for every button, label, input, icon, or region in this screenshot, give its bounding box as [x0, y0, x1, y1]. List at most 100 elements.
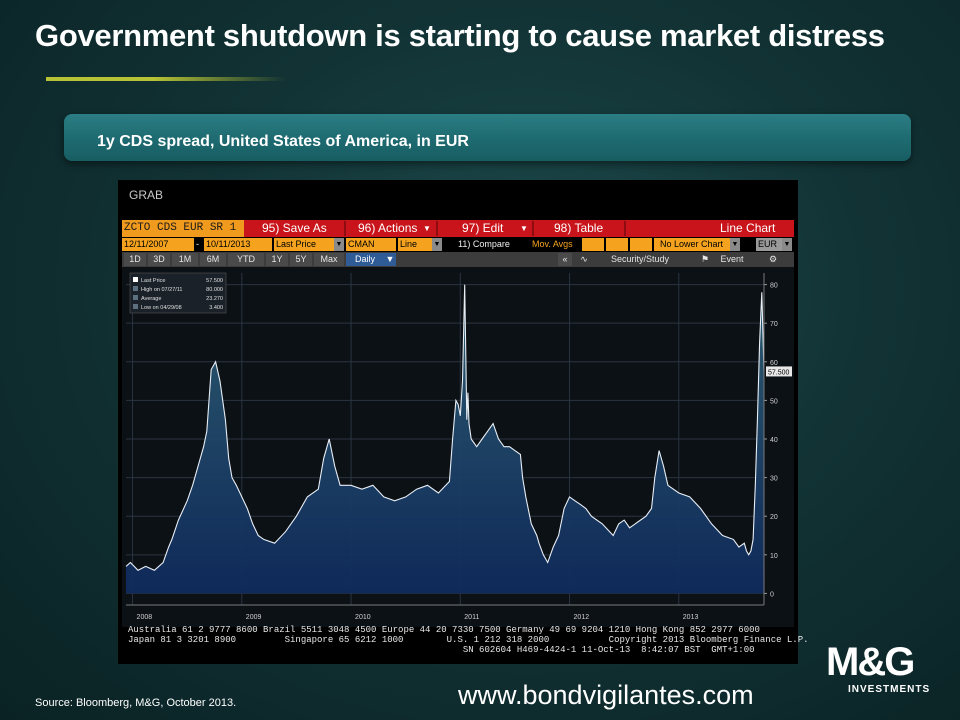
footer-line: Japan 81 3 3201 8900 Singapore 65 6212 1…	[128, 635, 809, 645]
logo-subtext: INVESTMENTS	[848, 684, 931, 695]
x-tick-label: 2013	[683, 614, 699, 621]
date-dash: -	[196, 239, 199, 249]
style-dropdown-icon[interactable]: ▼	[432, 238, 442, 251]
legend-value: 80.000	[206, 287, 223, 293]
x-tick-label: 2011	[464, 614, 479, 621]
x-tick-label: 2010	[355, 614, 371, 621]
y-tick-label: 70	[770, 321, 778, 328]
footer-line: SN 602604 H469-4424-1 11-Oct-13 8:42:07 …	[128, 645, 755, 655]
footer-line: Australia 61 2 9777 8600 Brazil 5511 304…	[128, 625, 760, 635]
x-tick-label: 2012	[574, 614, 590, 621]
menu-separator	[436, 221, 438, 236]
study-chart-icon: ∿	[580, 254, 588, 264]
lower-chart-dropdown-icon[interactable]: ▼	[730, 238, 740, 251]
actions-menu[interactable]: 96) Actions	[358, 221, 418, 235]
menu-separator	[532, 221, 534, 236]
period-6m[interactable]: 6M	[200, 253, 226, 266]
grab-label: GRAB	[129, 188, 164, 202]
y-tick-label: 50	[770, 398, 778, 405]
subtitle-banner: 1y CDS spread, United States of America,…	[64, 114, 911, 161]
y-tick-label: 80	[770, 283, 778, 290]
legend-label: Average	[141, 296, 161, 302]
period-max[interactable]: Max	[314, 253, 344, 266]
event-button[interactable]: Event	[720, 254, 744, 264]
price-field-dropdown-icon[interactable]: ▼	[334, 238, 344, 251]
series-area	[126, 284, 764, 594]
compare-button[interactable]: 11) Compare	[458, 239, 510, 249]
last-price-tag	[766, 366, 792, 377]
title-underline	[46, 77, 286, 81]
slide-title: Government shutdown is starting to cause…	[35, 18, 885, 53]
frequency-chevron-icon[interactable]: ▼	[384, 253, 396, 266]
y-tick-label: 20	[770, 514, 778, 521]
end-date-field[interactable]: 10/11/2013	[204, 238, 272, 251]
line-chart-label: Line Chart	[720, 221, 776, 235]
table-button[interactable]: 98) Table	[554, 221, 604, 235]
legend-label: Low on 04/29/08	[141, 305, 182, 311]
series-line	[125, 284, 765, 571]
chart-area: 0 10 20 30 40 50 60 70 80 2008 2009 2010 2011 2012 201…	[122, 267, 794, 647]
cds-spread-chart: 0 10 20 30 40 50 60 70 80 2008 2009 2010 2011 2012 201…	[122, 267, 794, 627]
y-tick-label: 30	[770, 476, 778, 483]
series-area-layer	[126, 284, 764, 594]
legend-swatch	[133, 304, 138, 309]
start-date-field[interactable]: 12/11/2007	[122, 238, 194, 251]
settings-gear-icon[interactable]: ⚙	[768, 254, 778, 264]
chart-subtitle: 1y CDS spread, United States of America,…	[97, 133, 469, 150]
legend-label: High on 07/27/11	[141, 287, 183, 293]
legend-value: 57.500	[206, 278, 223, 284]
mg-investments-logo: M&G INVESTMENTS	[826, 642, 938, 702]
frequency-select[interactable]: Daily	[346, 253, 384, 266]
period-toolbar: 1D 3D 1M 6M YTD 1Y 5Y Max Daily ▼ « ∿ Se…	[122, 252, 794, 267]
chart-options-row: 12/11/2007 - 10/11/2013 Last Price ▼ CMA…	[122, 237, 794, 252]
last-price-label: 57.500	[768, 369, 790, 376]
legend-swatch	[133, 277, 138, 282]
lower-chart-select[interactable]: No Lower Chart	[658, 238, 730, 251]
currency-dropdown-icon[interactable]: ▼	[782, 238, 792, 251]
bloomberg-footer: Australia 61 2 9777 8600 Brazil 5511 304…	[128, 625, 809, 655]
terminal-menu-bar: ZCTO CDS EUR SR 1 95) Save As 96) Action…	[122, 220, 794, 237]
period-1m[interactable]: 1M	[172, 253, 198, 266]
actions-chevron-icon: ▼	[423, 224, 431, 233]
period-3d[interactable]: 3D	[148, 253, 170, 266]
axes: 0 10 20 30 40 50 60 70 80 2008 2009 2010 2011 2012 201…	[126, 273, 792, 621]
menu-separator	[624, 221, 626, 236]
period-1y[interactable]: 1Y	[266, 253, 288, 266]
x-tick-label: 2009	[246, 614, 262, 621]
event-flag-icon: ⚑	[700, 254, 710, 264]
security-study-button[interactable]: Security/Study	[610, 254, 670, 264]
ticker-field[interactable]: ZCTO CDS EUR SR 1	[122, 220, 244, 237]
legend-box	[129, 272, 227, 314]
legend-value: 23.270	[206, 296, 223, 302]
mov-avg-field-2[interactable]	[606, 238, 628, 251]
legend-swatch	[133, 295, 138, 300]
edit-menu[interactable]: 97) Edit	[462, 221, 504, 235]
menu-separator	[344, 221, 346, 236]
mov-avg-field-3[interactable]	[630, 238, 652, 251]
style-select[interactable]: Line	[398, 238, 432, 251]
price-field-select[interactable]: Last Price	[274, 238, 334, 251]
chart-legend: Last Price 57.500 High on 07/27/11 80.000 Av…	[129, 272, 227, 314]
x-tick-label: 2008	[137, 614, 153, 621]
y-tick-label: 10	[770, 553, 778, 560]
currency-select[interactable]: EUR	[756, 238, 782, 251]
bloomberg-terminal-screenshot: GRAB ZCTO CDS EUR SR 1 95) Save As 96) A…	[118, 180, 809, 664]
period-1d[interactable]: 1D	[124, 253, 146, 266]
y-tick-label: 60	[770, 360, 778, 367]
legend-value: 3.400	[209, 305, 223, 311]
mov-avg-field-1[interactable]	[582, 238, 604, 251]
period-ytd[interactable]: YTD	[228, 253, 264, 266]
source-field[interactable]: CMAN	[346, 238, 396, 251]
save-as-button[interactable]: 95) Save As	[262, 221, 327, 235]
legend-label: Last Price	[141, 278, 165, 284]
mov-avgs-button[interactable]: Mov. Avgs	[532, 239, 573, 249]
logo-mark: M&G	[826, 640, 915, 684]
y-tick-label: 0	[770, 591, 774, 598]
period-5y[interactable]: 5Y	[290, 253, 312, 266]
website-url[interactable]: www.bondvigilantes.com	[458, 680, 754, 710]
legend-swatch	[133, 286, 138, 291]
source-note: Source: Bloomberg, M&G, October 2013.	[35, 697, 237, 709]
collapse-icon[interactable]: «	[558, 253, 572, 266]
series-line-layer	[125, 284, 765, 571]
y-tick-label: 40	[770, 437, 778, 444]
